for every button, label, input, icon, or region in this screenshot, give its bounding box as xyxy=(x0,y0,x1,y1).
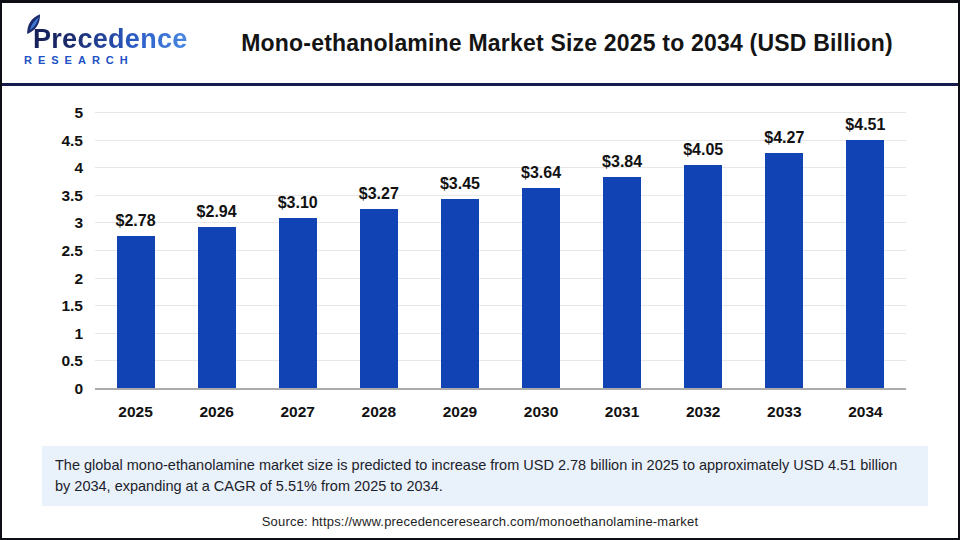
chart-area: $2.78 $2.94 $3.10 $3.27 $3.45 $3.64 $3.84 $4.05… xyxy=(2,89,958,421)
bar: $2.78 xyxy=(117,236,155,389)
y-axis-tick-label: 4.5 xyxy=(27,133,83,149)
y-axis-tick-label: 0.5 xyxy=(27,353,83,369)
y-axis-tick-label: 0 xyxy=(27,381,83,397)
bar: $3.10 xyxy=(279,218,317,389)
bar-slot: $3.64 xyxy=(500,113,581,389)
x-axis: 2025202620272028202920302031203220332034 xyxy=(95,403,906,421)
y-axis-tick-label: 3 xyxy=(27,215,83,231)
bar-slot: $4.51 xyxy=(825,113,906,389)
bar-slot: $4.27 xyxy=(744,113,825,389)
x-axis-label: 2029 xyxy=(419,403,500,421)
bar-value-label: $2.78 xyxy=(116,212,156,230)
x-axis-label: 2031 xyxy=(582,403,663,421)
bar: $4.51 xyxy=(846,140,884,389)
bar: $3.64 xyxy=(522,188,560,389)
bar-slot: $2.94 xyxy=(176,113,257,389)
bar-value-label: $3.64 xyxy=(521,164,561,182)
bar: $4.27 xyxy=(765,153,803,389)
x-axis-label: 2028 xyxy=(338,403,419,421)
header: Precedence RESEARCH Mono-ethanolamine Ma… xyxy=(2,3,958,86)
infographic-frame: Precedence RESEARCH Mono-ethanolamine Ma… xyxy=(0,0,960,540)
x-axis-label: 2034 xyxy=(825,403,906,421)
bar-value-label: $4.05 xyxy=(683,141,723,159)
x-axis-label: 2032 xyxy=(663,403,744,421)
bar-value-label: $4.27 xyxy=(764,129,804,147)
bar: $2.94 xyxy=(198,227,236,389)
y-axis-tick-label: 1.5 xyxy=(27,298,83,314)
bar-slot: $3.84 xyxy=(582,113,663,389)
bar-value-label: $3.10 xyxy=(278,194,318,212)
bar-slot: $4.05 xyxy=(663,113,744,389)
bar-value-label: $3.27 xyxy=(359,185,399,203)
page-title: Mono-ethanolamine Market Size 2025 to 20… xyxy=(208,30,932,57)
bar-value-label: $2.94 xyxy=(197,203,237,221)
y-axis-tick-label: 2.5 xyxy=(27,243,83,259)
y-axis-tick-label: 5 xyxy=(27,105,83,121)
x-axis-label: 2033 xyxy=(744,403,825,421)
bar-series: $2.78 $2.94 $3.10 $3.27 $3.45 $3.64 $3.84 $4.05… xyxy=(95,113,906,389)
leaf-icon xyxy=(22,12,47,40)
bar: $4.05 xyxy=(684,165,722,389)
bar-value-label: $3.84 xyxy=(602,153,642,171)
brand-subtitle: RESEARCH xyxy=(18,54,208,66)
x-axis-label: 2026 xyxy=(176,403,257,421)
bar: $3.45 xyxy=(441,199,479,389)
bar-slot: $2.78 xyxy=(95,113,176,389)
bar-slot: $3.45 xyxy=(419,113,500,389)
bar: $3.27 xyxy=(360,209,398,390)
x-axis-label: 2030 xyxy=(500,403,581,421)
bar-value-label: $4.51 xyxy=(845,116,885,134)
y-axis-tick-label: 4 xyxy=(27,160,83,176)
y-axis-tick-label: 1 xyxy=(27,326,83,342)
bar: $3.84 xyxy=(603,177,641,389)
bar-chart-plot: $2.78 $2.94 $3.10 $3.27 $3.45 $3.64 $3.84 $4.05… xyxy=(95,113,906,389)
bar-slot: $3.27 xyxy=(338,113,419,389)
source-line: Source: https://www.precedenceresearch.c… xyxy=(2,514,958,529)
summary-note: The global mono-ethanolamine market size… xyxy=(42,446,928,506)
x-axis-label: 2025 xyxy=(95,403,176,421)
bar-value-label: $3.45 xyxy=(440,175,480,193)
y-axis-tick-label: 2 xyxy=(27,271,83,287)
y-axis-tick-label: 3.5 xyxy=(27,188,83,204)
brand-logo: Precedence RESEARCH xyxy=(18,20,208,66)
x-axis-line xyxy=(95,388,906,390)
bar-slot: $3.10 xyxy=(257,113,338,389)
x-axis-label: 2027 xyxy=(257,403,338,421)
